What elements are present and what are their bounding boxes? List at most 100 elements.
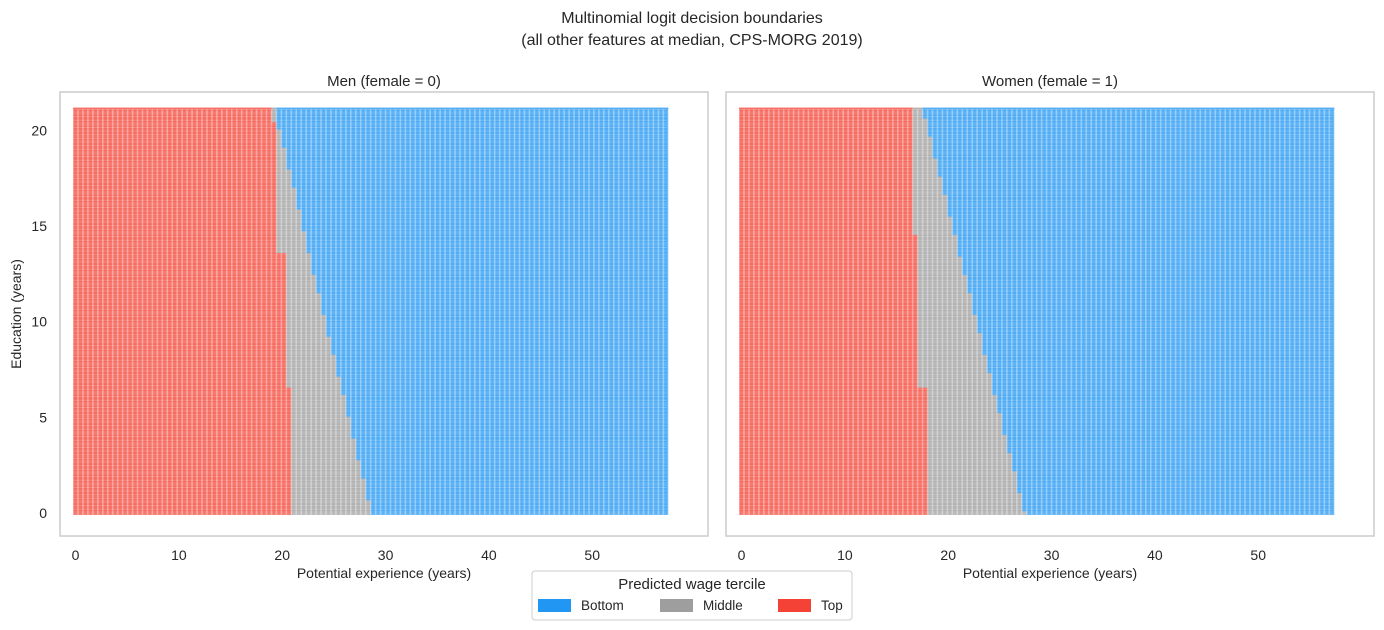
mesh-cell-top [73,289,287,294]
mesh-cell-middle [276,227,302,232]
panel-women: Women (female = 1) 0 10 20 30 40 50 Potential… [725,73,1375,581]
mesh-cell-bottom [922,114,1335,119]
mesh-cell-middle [286,293,322,297]
legend-entry-middle: Middle [660,598,743,613]
mesh-cell-top [739,191,913,195]
mesh-cell-top [73,143,277,148]
mesh-cell-middle [276,213,302,217]
mesh-cell-top [739,158,913,163]
mesh-cell-bottom [982,343,1335,348]
mesh-cell-bottom [311,267,669,272]
mesh-cell-middle [927,482,1017,486]
mesh-cell-middle [912,231,953,235]
mesh-cell-bottom [276,114,669,119]
mesh-cell-top [73,231,277,235]
mesh-cell-top [739,445,928,450]
mesh-cell-middle [291,478,366,483]
mesh-cell-top [739,365,918,370]
mesh-cell-middle [276,176,292,181]
mesh-cell-middle [291,453,356,457]
x-tick-labels: 0 10 20 30 40 50 [738,547,1267,563]
mesh-cell-middle [291,409,346,414]
mesh-cell-top [739,263,918,268]
mesh-cell-top [73,260,287,264]
mesh-cell-top [73,373,287,377]
mesh-cell-middle [291,445,356,450]
mesh-cell-middle [291,503,371,508]
mesh-cell-bottom [360,460,669,464]
mesh-cell-middle [276,154,287,159]
mesh-cell-top [739,416,928,421]
mesh-cell-top [73,325,287,330]
mesh-cell-bottom [982,340,1335,344]
mesh-cell-top [73,507,292,512]
mesh-cell-top [739,293,918,297]
mesh-cell-top [73,216,277,221]
mesh-cell-bottom [972,307,1335,312]
mesh-cell-top [73,253,287,257]
legend-title: Predicted wage tercile [618,576,766,593]
mesh-cell-middle [286,253,312,257]
mesh-cell-middle [291,474,361,479]
mesh-cell-middle [927,431,1002,435]
mesh-cell-middle [917,274,968,279]
mesh-cell-top [739,449,928,454]
mesh-cell-bottom [942,183,1335,188]
mesh-cell-middle [912,122,928,126]
mesh-cell-middle [917,358,988,363]
mesh-cell-middle [912,169,938,174]
mesh-cell-top [739,303,918,308]
mesh-cell-middle [927,449,1007,454]
x-tick-label: 50 [584,547,600,563]
mesh-cell-top [739,278,918,283]
mesh-cell-top [739,358,918,363]
mesh-cell-middle [276,249,307,254]
mesh-cell-bottom [987,354,1335,359]
mesh-cell-middle [291,438,356,443]
mesh-cell-top [73,234,277,239]
mesh-cell-top [739,307,918,312]
mesh-cell-top [739,169,913,174]
mesh-cell-top [739,114,913,119]
legend-swatch-top [778,599,811,612]
mesh-cell-bottom [992,383,1335,388]
mesh-cell-top [73,474,292,479]
mesh-cell-bottom [335,365,669,370]
mesh-cell-bottom [1011,456,1335,461]
mesh-cell-bottom [932,140,1335,144]
mesh-cell-middle [291,431,351,435]
mesh-cell-middle [276,202,297,206]
mesh-cell-middle [927,503,1022,508]
legend-entry-bottom: Bottom [538,598,624,613]
mesh-cell-bottom [340,391,669,395]
mesh-cell-middle [917,289,968,294]
mesh-cell-bottom [286,158,669,163]
mesh-cell-middle [276,234,307,239]
mesh-cell-top [73,442,292,446]
mesh-cell-bottom [340,376,669,381]
mesh-cell-top [739,354,918,359]
mesh-cell-middle [286,256,312,261]
mesh-cell-middle [917,383,993,388]
mesh-cell-middle [276,191,297,195]
mesh-cell-middle [276,205,297,210]
mesh-cell-middle [912,151,933,155]
mesh-cell-top [73,111,272,115]
mesh-cell-middle [291,467,361,472]
mesh-cell-bottom [1016,489,1335,494]
mesh-cell-bottom [281,140,669,144]
mesh-cell-middle [286,325,327,330]
mesh-cell-middle [927,478,1017,483]
mesh-cell-bottom [1011,463,1335,468]
mesh-cell-middle [291,493,366,497]
mesh-cell-bottom [932,147,1335,152]
mesh-cell-top [73,496,292,501]
mesh-cell-middle [276,133,282,137]
mesh-cell-top [73,493,292,497]
mesh-cell-top [73,285,287,290]
chart-subtitle: (all other features at median, CPS-MORG … [521,32,862,49]
mesh-cell-middle [276,147,287,152]
mesh-cell-top [739,154,913,159]
mesh-cell-top [739,340,918,344]
mesh-cell-top [73,471,292,475]
